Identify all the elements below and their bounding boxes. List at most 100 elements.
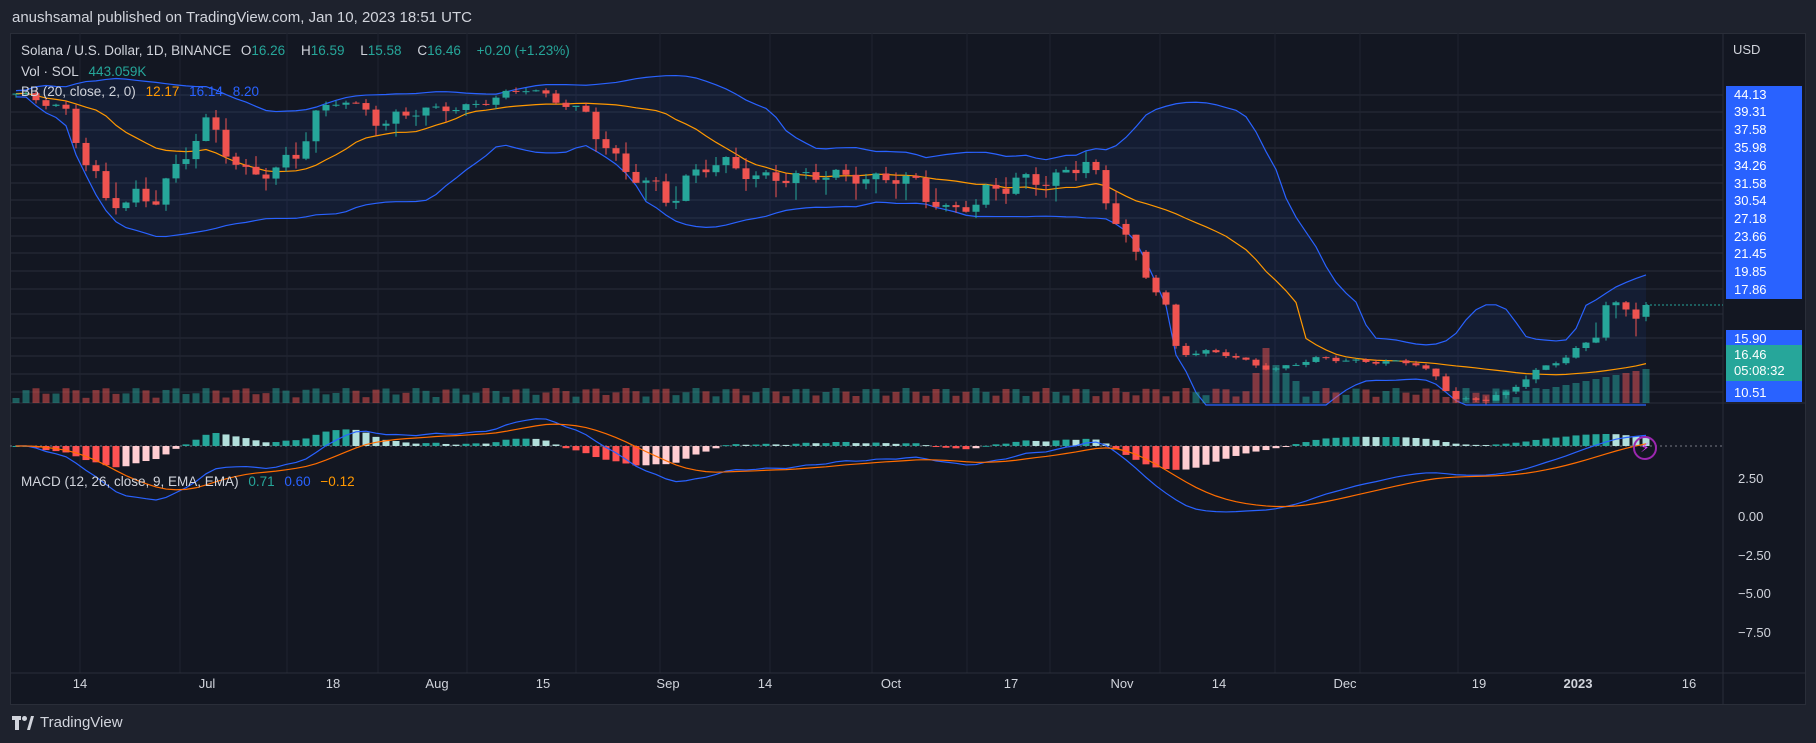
macd-histogram-bar [1412, 437, 1420, 446]
volume-bar [1242, 391, 1250, 403]
candle-body [1172, 304, 1180, 346]
macd-histogram-bar [112, 446, 120, 468]
time-axis-label: Aug [425, 676, 449, 691]
macd-axis-label: 0.00 [1738, 509, 1764, 524]
volume-bar [1082, 389, 1090, 403]
candle-body [82, 142, 90, 166]
macd-histogram-bar [1062, 439, 1070, 446]
candle-body [1292, 364, 1300, 366]
currency-label[interactable]: USD [1733, 42, 1761, 57]
chart-canvas[interactable] [10, 33, 1806, 705]
candle-body [1532, 369, 1540, 380]
candle-body [562, 102, 570, 107]
tradingview-brand[interactable]: TradingView [12, 714, 123, 731]
candle-body [322, 104, 330, 111]
macd-histogram-bar [1292, 444, 1300, 446]
time-axis-label: 14 [72, 676, 88, 691]
candle-body [1082, 161, 1090, 174]
candle-body [542, 90, 550, 94]
candle-body [1192, 353, 1200, 356]
candle-body [642, 180, 650, 183]
time-axis-label: Sep [656, 676, 680, 691]
open-label: O [240, 43, 252, 58]
candle-body [1602, 305, 1610, 338]
volume-bar [512, 389, 520, 403]
volume-bar [322, 394, 330, 403]
macd-histogram-bar [222, 434, 230, 446]
volume-bar [402, 392, 410, 403]
volume-bar [772, 391, 780, 403]
volume-bar [642, 396, 650, 403]
macd-histogram-bar [1502, 443, 1510, 446]
candle-body [1642, 305, 1650, 317]
candle-body [1212, 350, 1220, 353]
macd-histogram-bar [1152, 446, 1160, 468]
candle-body [602, 139, 610, 149]
macd-histogram-bar [1432, 440, 1440, 446]
volume-bar [1372, 396, 1380, 403]
macd-legend[interactable]: MACD (12, 26, close, 9, EMA, EMA) 0.71 0… [21, 474, 361, 489]
macd-histogram-bar [862, 443, 870, 446]
volume-bar [982, 391, 990, 403]
candle-body [1052, 172, 1060, 186]
candle-body [1422, 365, 1430, 369]
ohlc-high: H16.59 [301, 43, 351, 58]
macd-histogram-bar [1172, 446, 1180, 470]
volume-bar [302, 389, 310, 403]
volume-bar [1502, 389, 1510, 403]
time-axis-label: 17 [1003, 676, 1019, 691]
volume-bar [182, 394, 190, 403]
publish-info: anushsamal published on TradingView.com,… [12, 9, 473, 26]
volume-bar [1632, 371, 1640, 403]
candle-body [1142, 251, 1150, 278]
volume-bar [492, 390, 500, 403]
volume-bar [1532, 388, 1540, 403]
volume-bar [842, 391, 850, 403]
volume-bar [962, 391, 970, 403]
lightning-icon[interactable]: ⚡ [1633, 436, 1657, 460]
candle-body [1592, 337, 1600, 343]
macd-histogram-bar [422, 443, 430, 446]
macd-histogram-bar [352, 429, 360, 446]
volume-legend[interactable]: Vol · SOL 443.059K [21, 64, 152, 79]
volume-bar [442, 389, 450, 403]
macd-histogram-bar [272, 442, 280, 446]
candle-body [402, 111, 410, 116]
candle-body [412, 115, 420, 117]
volume-bar [1382, 390, 1390, 403]
volume-bar [912, 391, 920, 403]
symbol-legend[interactable]: Solana / U.S. Dollar, 1D, BINANCE O16.26… [21, 43, 576, 58]
bb-legend[interactable]: BB (20, close, 2, 0) 12.17 16.14 8.20 [21, 84, 265, 99]
time-axis-label: 14 [1211, 676, 1227, 691]
candle-body [1042, 184, 1050, 186]
macd-histogram-bar [1232, 446, 1240, 456]
ohlc-open: O16.26 [241, 43, 291, 58]
macd-histogram-bar [662, 446, 670, 465]
candle-body [782, 180, 790, 184]
volume-bar [1422, 388, 1430, 403]
macd-histogram-bar [432, 442, 440, 446]
volume-bar [952, 395, 960, 403]
candle-body [302, 141, 310, 159]
volume-bar [922, 395, 930, 403]
macd-histogram-bar [852, 443, 860, 446]
candle-body [952, 205, 960, 208]
macd-histogram-bar [162, 446, 170, 455]
candle-body [72, 108, 80, 143]
candle-body [1362, 359, 1370, 362]
candle-body [392, 111, 400, 124]
time-axis-label: Oct [880, 676, 902, 691]
candle-body [1152, 277, 1160, 293]
volume-bar [1152, 389, 1160, 403]
volume-bar [1612, 375, 1620, 403]
candle-body [1372, 361, 1380, 364]
candle-body [1342, 360, 1350, 362]
volume-bar [272, 388, 280, 403]
volume-bar [1172, 391, 1180, 403]
volume-bar [1052, 391, 1060, 403]
volume-bar [262, 393, 270, 403]
macd-histogram-bar [1032, 440, 1040, 446]
close-value: 16.46 [427, 43, 461, 58]
macd-histogram-bar [1332, 437, 1340, 446]
macd-histogram-bar [642, 446, 650, 466]
